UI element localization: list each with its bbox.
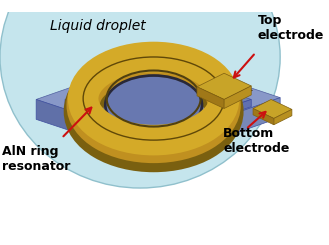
Polygon shape bbox=[253, 109, 274, 125]
Polygon shape bbox=[197, 73, 251, 99]
Polygon shape bbox=[36, 99, 158, 160]
Polygon shape bbox=[158, 98, 280, 160]
Polygon shape bbox=[224, 86, 251, 109]
Polygon shape bbox=[194, 77, 253, 104]
Polygon shape bbox=[274, 110, 292, 125]
Polygon shape bbox=[65, 68, 251, 131]
Polygon shape bbox=[253, 99, 292, 118]
Polygon shape bbox=[158, 99, 251, 138]
Text: AlN ring
resonator: AlN ring resonator bbox=[2, 145, 70, 173]
Text: Liquid droplet: Liquid droplet bbox=[50, 19, 145, 33]
Polygon shape bbox=[36, 57, 280, 140]
Ellipse shape bbox=[0, 0, 280, 188]
Polygon shape bbox=[197, 87, 224, 109]
Ellipse shape bbox=[107, 77, 201, 133]
Text: Bottom
electrode: Bottom electrode bbox=[223, 127, 290, 155]
Text: Top
electrode: Top electrode bbox=[258, 14, 324, 42]
Ellipse shape bbox=[104, 74, 203, 135]
Polygon shape bbox=[65, 99, 158, 138]
